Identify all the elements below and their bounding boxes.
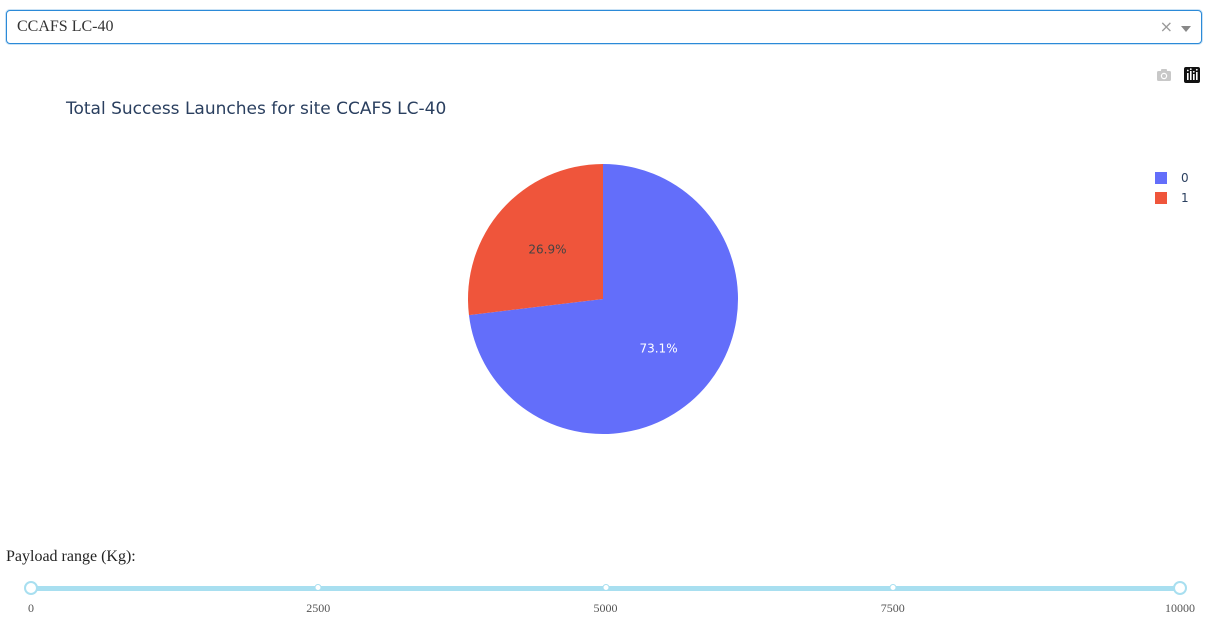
legend-swatch-1[interactable] <box>1155 192 1167 204</box>
chart-title: Total Success Launches for site CCAFS LC… <box>65 99 446 119</box>
slider-mark-dot[interactable] <box>314 584 322 591</box>
legend-label-1[interactable]: 1 <box>1181 191 1189 205</box>
slice-label-0: 73.1% <box>639 341 677 355</box>
payload-range-label: Payload range (Kg): <box>6 548 136 565</box>
slider-mark-dot[interactable] <box>602 584 609 591</box>
chevron-down-icon[interactable] <box>1181 26 1191 32</box>
pie-slices: 73.1% 26.9% <box>468 164 738 435</box>
payload-range-slider[interactable]: 0 2500 5000 7500 10000 <box>24 581 1195 615</box>
plotly-logo-icon[interactable] <box>1183 67 1201 83</box>
clear-icon[interactable]: × <box>1159 17 1173 36</box>
dropdown-selected-value: CCAFS LC-40 <box>17 18 114 35</box>
camera-icon[interactable] <box>1155 67 1173 83</box>
slider-handle-max[interactable] <box>1173 581 1187 595</box>
slider-mark-dot[interactable] <box>889 584 897 591</box>
slider-mark-label: 7500 <box>880 601 905 615</box>
slider-handle-min[interactable] <box>24 581 38 595</box>
launch-site-dropdown[interactable]: CCAFS LC-40 × <box>6 10 1202 44</box>
pie-slice-0[interactable] <box>468 164 738 435</box>
slider-mark-label: 10000 <box>1165 601 1195 615</box>
chart-legend: 01 <box>1155 171 1189 205</box>
chart-modebar <box>1155 67 1201 83</box>
legend-label-0[interactable]: 0 <box>1181 171 1189 185</box>
slice-label-1: 26.9% <box>528 243 566 257</box>
pie-slice-1[interactable] <box>468 164 603 316</box>
pie-chart: Total Success Launches for site CCAFS LC… <box>65 99 1189 435</box>
slider-mark-label: 0 <box>28 601 34 615</box>
slider-mark-label: 2500 <box>306 601 331 615</box>
legend-swatch-0[interactable] <box>1155 172 1167 184</box>
slider-mark-label: 5000 <box>593 601 618 615</box>
